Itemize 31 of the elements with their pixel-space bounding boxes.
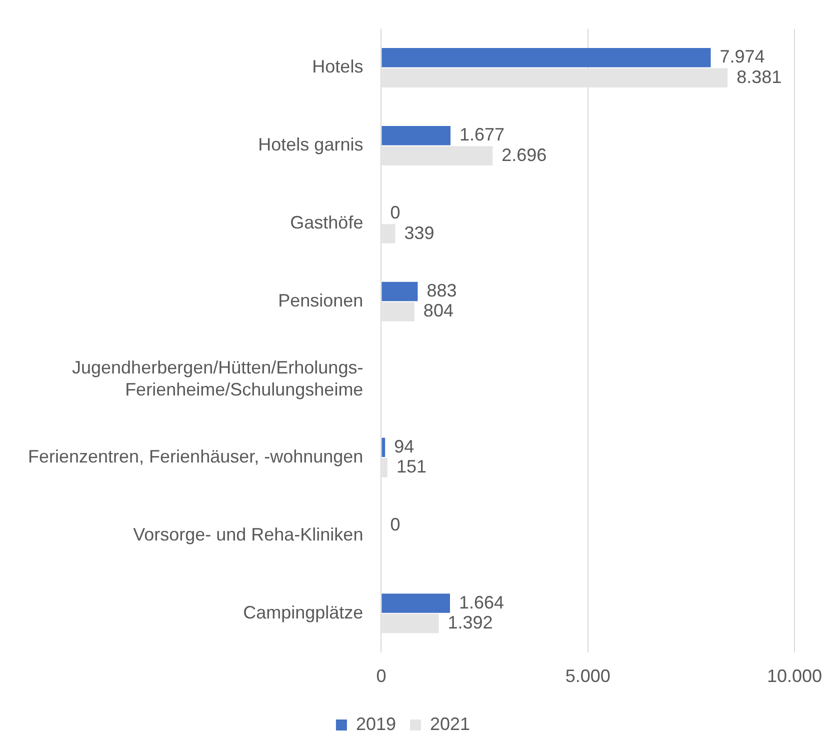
- data-label: 883: [426, 280, 457, 300]
- data-label: 8.381: [736, 66, 782, 87]
- y-tick-label: Jugendherbergen/Hütten/Erholungs-Ferienheime/Schulungsheime: [72, 358, 364, 400]
- bar: [382, 126, 451, 146]
- data-label: 7.974: [720, 46, 765, 67]
- data-label: 94: [394, 436, 414, 456]
- data-label: 1.677: [460, 124, 505, 145]
- bar: [382, 438, 386, 458]
- y-tick-label: Pensionen: [278, 290, 364, 311]
- x-tick-label: 5.000: [565, 666, 610, 686]
- x-tick-label: 10.000: [766, 666, 822, 686]
- y-tick-label: Campingplätze: [243, 602, 364, 622]
- data-label: 804: [423, 300, 454, 321]
- legend-label: 2021: [430, 714, 470, 734]
- data-label: 0: [390, 202, 400, 223]
- legend-label: 2019: [356, 714, 396, 734]
- bar: [382, 48, 711, 68]
- bar: [382, 282, 418, 302]
- y-tick-label: Hotels: [312, 56, 364, 77]
- data-label: 151: [396, 456, 426, 477]
- data-label: 1.392: [448, 612, 493, 633]
- data-label: 0: [390, 514, 400, 534]
- y-tick-label: Hotels garnis: [258, 134, 364, 155]
- y-tick-label: Vorsorge- und Reha-Kliniken: [133, 524, 364, 544]
- x-tick-label: 0: [376, 666, 386, 686]
- data-label: 1.664: [458, 592, 504, 612]
- y-tick-label: Gasthöfe: [290, 212, 364, 233]
- data-label: 339: [404, 222, 434, 243]
- bar: [382, 594, 450, 613]
- y-tick-label: Ferienzentren, Ferienhäuser, -wohnungen: [28, 446, 364, 466]
- data-label: 2.696: [502, 144, 547, 165]
